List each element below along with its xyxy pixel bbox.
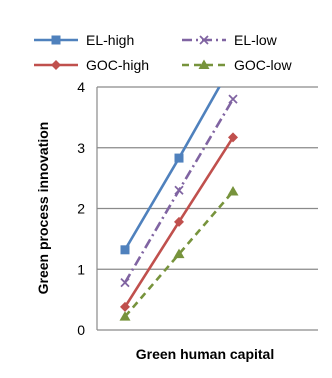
- series-goc-high: [120, 132, 238, 312]
- y-tick-label: 2: [77, 201, 85, 217]
- legend-item: GOC-low: [182, 57, 292, 73]
- legend-label: EL-high: [86, 32, 134, 48]
- legend-label: GOC-low: [234, 57, 292, 73]
- data-point: [120, 301, 130, 312]
- data-point: [120, 245, 130, 255]
- series-group: [119, 87, 239, 321]
- data-point: [174, 153, 184, 163]
- data-point: [174, 216, 184, 227]
- legend-item: EL-low: [182, 32, 278, 48]
- series-goc-low: [119, 185, 239, 321]
- data-point: [228, 94, 238, 104]
- legend-item: GOC-high: [34, 57, 149, 73]
- data-point: [119, 311, 131, 321]
- series-line: [124, 190, 234, 318]
- legend-marker: [199, 35, 209, 45]
- x-axis-title: Green human capital: [136, 346, 274, 362]
- data-point: [120, 277, 130, 288]
- series-el-high: [120, 87, 221, 255]
- data-point: [228, 132, 238, 143]
- axes: 0 1 2 3 4: [77, 79, 318, 338]
- y-tick-label: 4: [77, 79, 85, 95]
- series-el-low: [120, 94, 238, 288]
- y-tick-label: 1: [77, 261, 85, 277]
- legend-marker: [51, 60, 61, 70]
- y-axis-title: Green process innovation: [35, 122, 51, 295]
- legend-label: EL-low: [234, 32, 278, 48]
- y-tick-label: 3: [77, 140, 85, 156]
- data-point: [173, 248, 185, 259]
- legend-item: EL-high: [34, 32, 134, 48]
- data-point: [227, 185, 239, 196]
- legend-label: GOC-high: [86, 57, 149, 73]
- legend-marker: [198, 59, 210, 69]
- legend-marker: [51, 35, 61, 45]
- legend: EL-high EL-low GOC-high GOC-low: [34, 32, 292, 73]
- data-point: [174, 185, 184, 195]
- y-tick-label: 0: [77, 322, 85, 338]
